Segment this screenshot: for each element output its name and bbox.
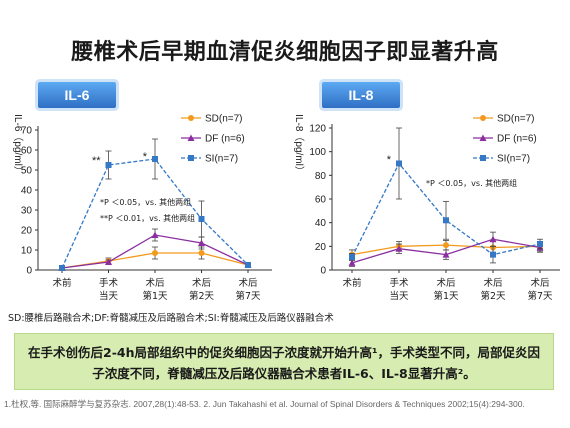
legend-label: DF (n=6) bbox=[205, 134, 245, 145]
x-tick-label: 术后第7天 bbox=[235, 277, 261, 302]
x-tick-label: 手术当天 bbox=[389, 277, 409, 302]
legend-marker bbox=[188, 115, 194, 121]
data-point bbox=[152, 250, 158, 256]
legend-label: SD(n=7) bbox=[205, 114, 243, 125]
y-tick-label: 100 bbox=[309, 147, 326, 158]
legend-label: SI(n=7) bbox=[205, 154, 238, 165]
y-axis-label: IL-8（pg/ml） bbox=[293, 114, 305, 176]
references: 1.杜权,等. 国际麻醉学与复苏杂志. 2007,28(1):48-53. 2.… bbox=[4, 399, 525, 409]
legend-marker bbox=[480, 155, 486, 161]
data-point bbox=[151, 231, 159, 238]
data-point bbox=[442, 251, 450, 258]
y-tick-label: 80 bbox=[315, 171, 327, 182]
y-tick-label: 60 bbox=[21, 146, 33, 157]
data-point bbox=[396, 160, 402, 167]
data-point bbox=[489, 235, 497, 243]
x-tick-label: 术后第7天 bbox=[527, 277, 553, 302]
p-value-annotation: *P ＜0.05，vs. 其他两组 bbox=[426, 178, 517, 188]
p-value-annotation: *P ＜0.05，vs. 其他两组 bbox=[100, 197, 191, 207]
data-point bbox=[537, 240, 543, 247]
significance-marker: * bbox=[387, 154, 392, 166]
x-tick-label: 术后第1天 bbox=[433, 277, 459, 302]
legend-label: SD(n=7) bbox=[497, 114, 535, 125]
y-tick-label: 0 bbox=[320, 266, 326, 277]
y-axis-label: IL-6（pg/ml） bbox=[12, 114, 24, 176]
x-tick-label: 术后第2天 bbox=[480, 277, 506, 302]
data-point bbox=[490, 251, 496, 258]
data-point bbox=[198, 250, 205, 256]
summary-note: 在手术创伤后2-4h局部组织中的促炎细胞因子浓度就开始升高¹，手术类型不同，局部… bbox=[14, 333, 554, 390]
y-tick-label: 20 bbox=[315, 242, 327, 253]
il6-tab: IL-6 bbox=[38, 82, 116, 108]
y-tick-label: 70 bbox=[21, 126, 33, 137]
data-point bbox=[443, 242, 449, 249]
y-tick-label: 60 bbox=[315, 195, 327, 206]
significance-marker: ** bbox=[92, 155, 101, 167]
data-point bbox=[348, 259, 356, 266]
y-tick-label: 10 bbox=[21, 246, 33, 257]
y-tick-label: 20 bbox=[21, 226, 33, 237]
data-point bbox=[105, 258, 112, 265]
data-point bbox=[198, 239, 205, 246]
x-tick-label: 术后第2天 bbox=[189, 277, 215, 302]
data-point bbox=[105, 162, 112, 168]
y-tick-label: 40 bbox=[21, 186, 33, 197]
legend-marker bbox=[188, 155, 194, 161]
data-point bbox=[198, 216, 205, 222]
y-tick-label: 50 bbox=[21, 166, 33, 177]
legend-label: DF (n=6) bbox=[497, 134, 537, 145]
series-sdn7 bbox=[59, 246, 251, 271]
data-point bbox=[443, 217, 449, 224]
x-tick-label: 手术当天 bbox=[99, 277, 119, 302]
data-point bbox=[349, 253, 355, 260]
abbreviation-caption: SD:腰椎后路融合术;DF:脊髓减压及后路融合术;SI:脊髓减压及后路仪器融合术 bbox=[8, 313, 334, 324]
data-point bbox=[245, 262, 251, 268]
y-tick-label: 40 bbox=[315, 218, 327, 229]
y-tick-label: 120 bbox=[309, 124, 326, 135]
significance-marker: * bbox=[143, 151, 148, 163]
x-tick-label: 术前 bbox=[52, 277, 71, 289]
x-tick-label: 术后第1天 bbox=[142, 277, 168, 302]
y-tick-label: 30 bbox=[21, 206, 33, 217]
legend-marker bbox=[480, 115, 486, 121]
series-sin7 bbox=[59, 138, 251, 271]
data-point bbox=[395, 245, 403, 252]
data-point bbox=[59, 265, 65, 271]
legend-marker bbox=[187, 134, 195, 141]
data-point bbox=[152, 156, 158, 162]
p-value-annotation: **P ＜0.01，vs. 其他两组 bbox=[100, 213, 195, 223]
slide-title: 腰椎术后早期血清促炎细胞因子即显著升高 bbox=[71, 40, 499, 65]
series-line bbox=[351, 162, 541, 258]
legend-marker bbox=[479, 134, 487, 141]
series-sin7 bbox=[349, 127, 543, 264]
legend-label: SI(n=7) bbox=[497, 154, 530, 165]
il8-tab: IL-8 bbox=[322, 82, 400, 108]
y-tick-label: 0 bbox=[26, 266, 32, 277]
x-tick-label: 术前 bbox=[342, 277, 361, 289]
